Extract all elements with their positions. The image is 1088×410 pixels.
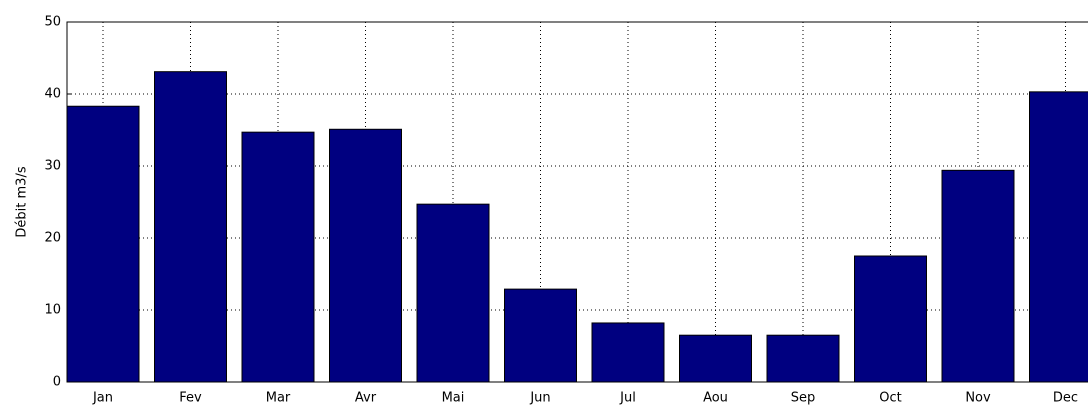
x-tick-label: Dec bbox=[1053, 391, 1078, 406]
x-tick-label: Jul bbox=[619, 391, 636, 406]
bar bbox=[1029, 91, 1088, 383]
bar bbox=[679, 334, 752, 383]
bar bbox=[416, 203, 490, 383]
x-tick-label: Jan bbox=[92, 391, 113, 406]
y-tick-label: 10 bbox=[44, 303, 61, 318]
bar bbox=[504, 288, 577, 383]
x-tick-label: Aou bbox=[703, 391, 728, 406]
x-tick-label: Mai bbox=[442, 391, 465, 406]
y-tick-label: 50 bbox=[44, 15, 61, 30]
axes-box bbox=[66, 21, 1088, 383]
bar bbox=[766, 334, 840, 383]
y-tick-label: 40 bbox=[44, 87, 61, 102]
x-tick-label: Nov bbox=[965, 391, 991, 406]
x-tick-label: Jun bbox=[529, 391, 550, 406]
y-tick-label: 20 bbox=[44, 231, 61, 246]
bar bbox=[329, 128, 402, 383]
x-tick-label: Mar bbox=[266, 391, 291, 406]
y-tick-label: 30 bbox=[44, 159, 61, 174]
x-tick-label: Fev bbox=[179, 391, 202, 406]
x-tick-label: Oct bbox=[879, 391, 901, 406]
x-tick-label: Avr bbox=[355, 391, 377, 406]
bar bbox=[154, 71, 227, 383]
bar bbox=[241, 131, 315, 383]
bar bbox=[591, 322, 665, 383]
x-tick-label: Sep bbox=[791, 391, 816, 406]
bar bbox=[941, 169, 1015, 383]
bar bbox=[854, 255, 927, 383]
y-tick-label: 0 bbox=[53, 375, 61, 390]
bar bbox=[66, 105, 140, 383]
y-axis-label: Débit m3/s bbox=[15, 166, 30, 237]
